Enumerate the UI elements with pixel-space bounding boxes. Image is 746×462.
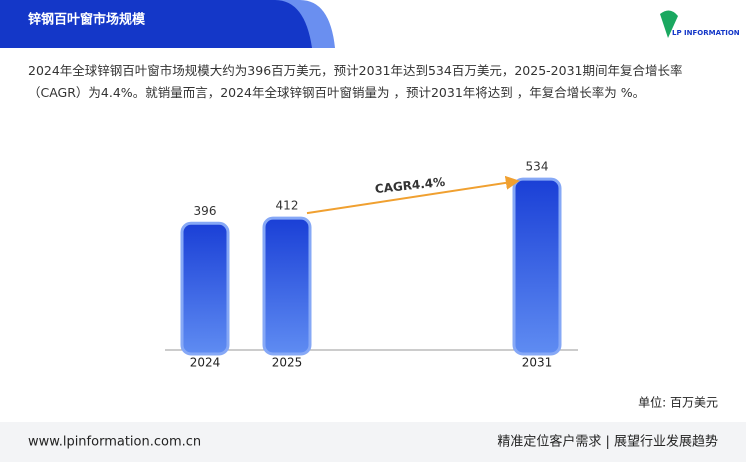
x-tick-label: 2025 (272, 356, 303, 370)
header-band (0, 0, 312, 48)
description: 2024年全球锌钢百叶窗市场规模大约为396百万美元，预计2031年达到534百… (28, 63, 683, 100)
bar (262, 216, 312, 356)
unit-label: 单位: 百万美元 (638, 395, 718, 410)
bar (180, 221, 230, 356)
bar (512, 177, 562, 356)
value-label: 412 (276, 199, 299, 213)
logo-icon (660, 10, 678, 38)
chart-title: 锌钢百叶窗市场规模 (28, 12, 146, 28)
cagr-arrow (306, 175, 520, 215)
footer-bg (0, 422, 746, 462)
website: www.lpinformation.com.cn (28, 435, 201, 450)
value-label: 534 (526, 160, 549, 174)
x-tick-label: 2031 (522, 356, 553, 370)
x-tick-label: 2024 (190, 356, 221, 370)
slogan: 精准定位客户需求 | 展望行业发展趋势 (497, 434, 718, 450)
value-label: 396 (194, 204, 217, 218)
logo: LP INFORMATION (672, 29, 740, 37)
